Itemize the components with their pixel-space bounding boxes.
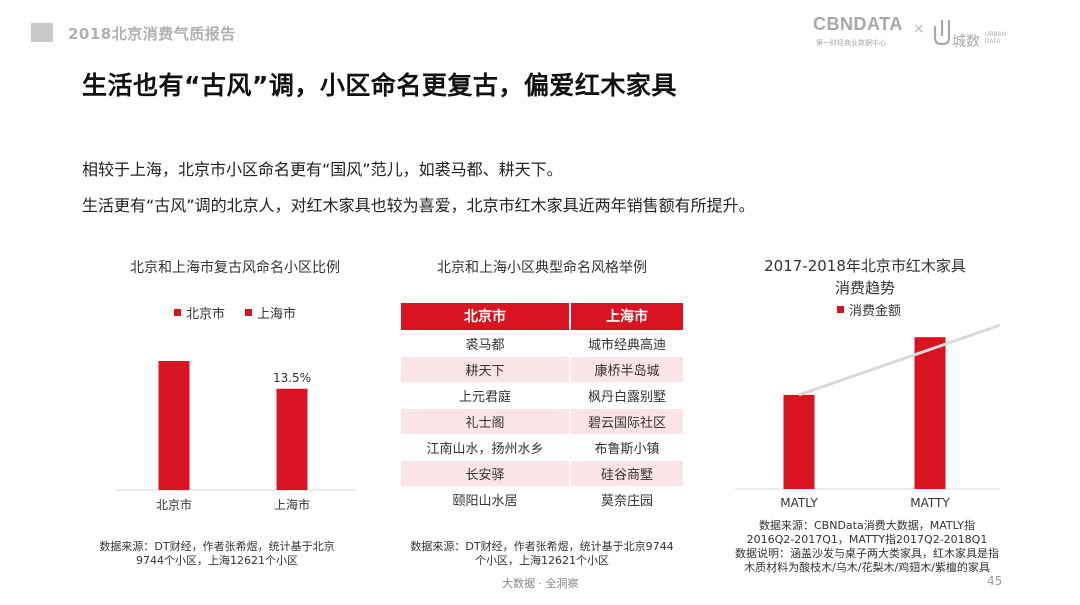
- chart3-bar-chart: MATLY MATTY: [735, 323, 1000, 510]
- table-row: 上元君庭 枫丹白露别墅: [401, 381, 683, 408]
- table-cell: 城市经典高迪: [569, 329, 683, 356]
- table-cell: 硅谷商墅: [569, 459, 683, 486]
- body-text-line-2: 生活更有“古风”调的北京人，对红木家具也较为喜爱，北京市红木家具近两年销售额有所…: [82, 196, 755, 215]
- page-number: 45: [987, 574, 1003, 588]
- table-cell: 莫奈庄园: [569, 485, 683, 512]
- urban-data-logo-icon: [933, 20, 951, 46]
- chart1-bar: [276, 388, 308, 490]
- table-note-line1: 数据来源：DT财经，作者张希煜，统计基于北京9744: [410, 540, 674, 553]
- urban-logo-line1: URBAN: [985, 32, 1007, 38]
- report-title: 2018北京消费气质报告: [68, 25, 236, 43]
- table-row: 长安驿 硅谷商墅: [401, 459, 683, 486]
- legend-swatch-beijing: [174, 309, 181, 316]
- table-cell: 布鲁斯小镇: [569, 433, 683, 460]
- table-cell: 康桥半岛城: [569, 355, 683, 382]
- logo-separator: ×: [913, 21, 925, 37]
- chart3-note-line3: 数据说明：涵盖沙发与桌子两大类家具，红木家具是指: [735, 547, 999, 560]
- chart1-data-label: 13.5%: [273, 371, 311, 385]
- legend-label-shanghai: 上海市: [257, 307, 297, 322]
- table-cell: 礼士阁: [401, 407, 571, 434]
- chart3-source-note: 数据来源：CBNData消费大数据，MATLY指 2016Q2-2017Q1，M…: [722, 519, 1012, 575]
- chart1-legend: 北京市 上海市: [174, 303, 296, 322]
- chart3-legend: 消费金额: [837, 300, 901, 319]
- table-cell: 耕天下: [401, 355, 571, 382]
- table-cell: 长安驿: [401, 459, 571, 486]
- table-cell: 枫丹白露别墅: [569, 381, 683, 408]
- table-header-row: 北京市 上海市: [401, 303, 683, 330]
- urban-data-logo-caption: URBAN DATA: [985, 32, 1006, 46]
- table-row: 颐阳山水居 莫奈庄园: [401, 485, 683, 512]
- chart3-note-line2: 2016Q2-2017Q1，MATTY指2017Q2-2018Q1: [746, 533, 988, 546]
- chart1-title: 北京和上海市复古风命名小区比例: [130, 260, 340, 276]
- table-header-shanghai: 上海市: [569, 303, 683, 330]
- cbndata-logo: CBNDATA: [813, 14, 903, 34]
- chart3-trend-line: [798, 323, 1000, 397]
- chart3-title-line1: 2017-2018年北京市红木家具: [764, 257, 966, 275]
- table-cell: 颐阳山水居: [401, 485, 571, 512]
- legend-swatch-shanghai: [245, 309, 253, 316]
- table-row: 耕天下 康桥半岛城: [401, 355, 683, 382]
- table-cell: 江南山水，扬州水乡: [401, 433, 571, 460]
- chart3-bar: [914, 337, 946, 489]
- chart1-tick-label: 上海市: [274, 497, 310, 512]
- table-header-beijing: 北京市: [401, 303, 571, 330]
- chart3-note-line1: 数据来源：CBNData消费大数据，MATLY指: [759, 519, 975, 532]
- table-row: 礼士阁 碧云国际社区: [401, 407, 683, 434]
- chart3-note-line4: 木质材料为酸枝木/乌木/花梨木/鸡翅木/紫檀的家具: [744, 561, 990, 574]
- table-source-note: 数据来源：DT财经，作者张希煜，统计基于北京9744 个小区，上海12621个小…: [398, 540, 686, 568]
- chart3-tick-label: MATLY: [780, 496, 818, 510]
- chart3-bar: [783, 394, 815, 489]
- chart1-note-line2: 9744个小区，上海12621个小区: [136, 554, 298, 567]
- table-row: 江南山水，扬州水乡 布鲁斯小镇: [401, 433, 683, 460]
- legend-label-spend: 消费金额: [849, 304, 902, 319]
- urban-logo-line2: DATA: [985, 39, 1001, 45]
- naming-style-table: 北京市 上海市 裘马都 城市经典高迪 耕天下 康桥半岛城 上元君庭 枫丹白露别墅 礼士…: [401, 303, 683, 512]
- chart1-source-note: 数据来源：DT财经，作者张希煜，统计基于北京 9744个小区，上海12621个小…: [82, 540, 352, 568]
- table-title: 北京和上海小区典型命名风格举例: [437, 260, 647, 276]
- table-cell: 上元君庭: [401, 381, 571, 408]
- urban-data-logo-text: 城数: [952, 34, 980, 50]
- legend-label-beijing: 北京市: [186, 307, 226, 322]
- chart3-tick-label: MATTY: [910, 496, 950, 510]
- table-cell: 裘马都: [401, 329, 571, 356]
- chart3-title: 2017-2018年北京市红木家具 消费趋势: [735, 255, 995, 299]
- chart1-note-line1: 数据来源：DT财经，作者张希煜，统计基于北京: [99, 540, 335, 553]
- body-text-line-1: 相较于上海，北京市小区命名更有“国风”范儿，如裘马都、耕天下。: [82, 160, 563, 179]
- header-square-icon: [31, 23, 53, 42]
- chart1-bar: [158, 361, 190, 490]
- table-note-line2: 个小区，上海12621个小区: [475, 554, 609, 567]
- table-cell: 碧云国际社区: [569, 407, 683, 434]
- cbndata-logo-subtitle: 第一财经商业数据中心: [816, 39, 886, 47]
- chart3-title-line2: 消费趋势: [834, 279, 895, 297]
- page-title: 生活也有“古风”调，小区命名更复古，偏爱红木家具: [82, 71, 677, 100]
- chart1-tick-label: 北京市: [156, 497, 192, 512]
- table-row: 裘马都 城市经典高迪: [401, 329, 683, 356]
- legend-swatch-spend: [837, 306, 844, 313]
- footer-tagline: 大数据 · 全洞察: [502, 577, 579, 590]
